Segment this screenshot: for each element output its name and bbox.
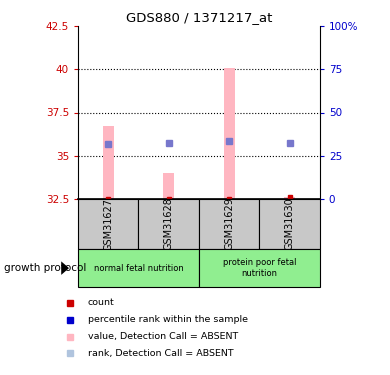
Text: value, Detection Call = ABSENT: value, Detection Call = ABSENT	[88, 332, 238, 341]
Title: GDS880 / 1371217_at: GDS880 / 1371217_at	[126, 11, 272, 24]
Bar	[259, 199, 320, 249]
Bar	[199, 249, 320, 287]
Text: GSM31630: GSM31630	[285, 198, 294, 250]
Text: percentile rank within the sample: percentile rank within the sample	[88, 315, 248, 324]
Text: count: count	[88, 298, 115, 307]
Bar	[138, 199, 199, 249]
Bar	[224, 68, 234, 199]
Text: GSM31629: GSM31629	[224, 198, 234, 250]
Text: protein poor fetal
nutrition: protein poor fetal nutrition	[223, 258, 296, 278]
Text: growth protocol: growth protocol	[4, 263, 86, 273]
Bar	[103, 126, 113, 199]
Bar	[284, 197, 295, 199]
Text: rank, Detection Call = ABSENT: rank, Detection Call = ABSENT	[88, 349, 233, 358]
Bar	[78, 249, 199, 287]
Text: GSM31628: GSM31628	[164, 198, 174, 250]
Text: normal fetal nutrition: normal fetal nutrition	[94, 264, 183, 273]
Text: GSM31627: GSM31627	[103, 198, 113, 250]
Bar	[78, 199, 138, 249]
Bar	[163, 173, 174, 199]
Polygon shape	[61, 261, 69, 275]
Bar	[199, 199, 259, 249]
